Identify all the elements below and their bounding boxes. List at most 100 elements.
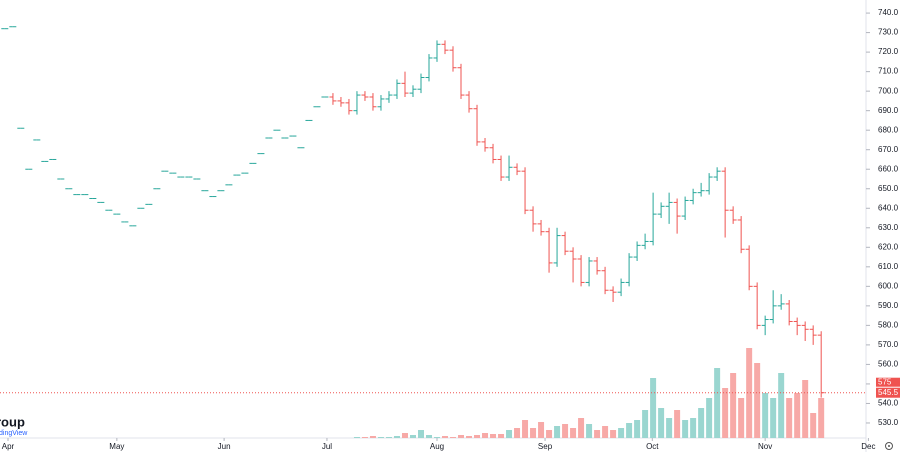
volume-bar bbox=[698, 408, 705, 438]
volume-bar bbox=[610, 430, 617, 438]
y-tick-label: 600.0 bbox=[878, 281, 899, 290]
volume-bar bbox=[417, 430, 424, 438]
x-tick-label: Jun bbox=[218, 442, 231, 451]
y-tick-label: 560.0 bbox=[878, 360, 899, 369]
volume-bar bbox=[722, 388, 729, 438]
x-tick-label: Nov bbox=[758, 442, 772, 451]
watermark-title: roup bbox=[0, 414, 25, 429]
volume-bar bbox=[594, 430, 601, 438]
x-tick-label: Dec bbox=[861, 442, 875, 451]
volume-bar bbox=[626, 423, 633, 438]
volume-bar bbox=[538, 422, 545, 438]
volume-bar bbox=[546, 430, 553, 438]
volume-bar bbox=[794, 393, 801, 438]
y-tick-label: 670.0 bbox=[878, 145, 899, 154]
volume-bar bbox=[786, 398, 793, 438]
y-tick-label: 610.0 bbox=[878, 262, 899, 271]
volume-bar bbox=[650, 378, 657, 438]
volume-bar bbox=[634, 420, 641, 438]
volume-bar bbox=[506, 430, 513, 438]
y-tick-label: 700.0 bbox=[878, 86, 899, 95]
volume-bar bbox=[642, 410, 649, 438]
price-tag: 575 bbox=[878, 377, 892, 386]
settings-icon-ring[interactable] bbox=[885, 442, 893, 450]
volume-bar bbox=[442, 436, 449, 438]
x-tick-label: Apr bbox=[2, 442, 15, 451]
y-tick-label: 590.0 bbox=[878, 301, 899, 310]
y-tick-label: 710.0 bbox=[878, 67, 899, 76]
volume-bar bbox=[482, 433, 489, 438]
volume-bar bbox=[554, 426, 561, 438]
volume-bar bbox=[353, 437, 360, 438]
y-tick-label: 730.0 bbox=[878, 28, 899, 37]
x-tick-label: Jul bbox=[322, 442, 332, 451]
volume-bar bbox=[810, 413, 817, 438]
volume-bar bbox=[586, 424, 593, 438]
x-tick-label: Aug bbox=[430, 442, 444, 451]
watermark-brand: dingView bbox=[0, 430, 28, 437]
y-tick-label: 690.0 bbox=[878, 106, 899, 115]
y-tick-label: 620.0 bbox=[878, 242, 899, 251]
volume-bar bbox=[658, 408, 665, 438]
y-tick-label: 680.0 bbox=[878, 125, 899, 134]
volume-bar bbox=[570, 428, 577, 438]
settings-icon[interactable] bbox=[885, 442, 893, 450]
volume-bar bbox=[618, 428, 625, 438]
volume-bar bbox=[778, 373, 785, 438]
volume-bar bbox=[385, 437, 392, 438]
volume-bar bbox=[818, 398, 825, 438]
x-tick-label: May bbox=[109, 442, 124, 451]
volume-bar bbox=[746, 348, 753, 438]
volume-bar bbox=[514, 428, 521, 438]
volume-bar bbox=[802, 380, 809, 438]
volume-bar bbox=[714, 368, 721, 438]
volume-bar bbox=[706, 398, 713, 438]
volume-bar bbox=[754, 363, 761, 438]
y-tick-label: 640.0 bbox=[878, 203, 899, 212]
volume-bar bbox=[490, 434, 497, 438]
volume-bar bbox=[393, 436, 400, 438]
volume-bar bbox=[770, 398, 777, 438]
settings-icon-dot[interactable] bbox=[888, 445, 890, 447]
volume-bar bbox=[578, 418, 585, 438]
volume-bar bbox=[730, 373, 737, 438]
x-tick-label: Sep bbox=[538, 442, 553, 451]
volume-bar bbox=[450, 437, 457, 438]
y-tick-label: 540.0 bbox=[878, 399, 899, 408]
y-tick-label: 530.0 bbox=[878, 418, 899, 427]
y-tick-label: 570.0 bbox=[878, 340, 899, 349]
volume-bar bbox=[602, 426, 609, 438]
volume-bar bbox=[377, 437, 384, 438]
volume-bar bbox=[361, 437, 368, 438]
volume-bar bbox=[474, 435, 481, 438]
y-tick-label: 740.0 bbox=[878, 8, 899, 17]
volume-bar bbox=[458, 435, 465, 438]
volume-bar bbox=[369, 436, 376, 438]
volume-bar bbox=[562, 424, 569, 438]
y-tick-label: 720.0 bbox=[878, 47, 899, 56]
y-tick-label: 660.0 bbox=[878, 164, 899, 173]
y-tick-label: 630.0 bbox=[878, 223, 899, 232]
last-price-label: 545.5 bbox=[878, 388, 899, 397]
volume-bar bbox=[682, 420, 689, 438]
volume-bar bbox=[466, 436, 473, 438]
y-tick-label: 580.0 bbox=[878, 320, 899, 329]
volume-bar bbox=[409, 435, 416, 438]
volume-bar bbox=[498, 434, 505, 438]
last-price-box bbox=[876, 387, 900, 398]
volume-bar bbox=[738, 398, 745, 438]
volume-bar bbox=[401, 433, 408, 438]
volume-bar bbox=[690, 418, 697, 438]
volume-bar bbox=[434, 437, 441, 438]
volume-bar bbox=[530, 428, 537, 438]
volume-bar bbox=[666, 418, 673, 438]
volume-bar bbox=[522, 420, 529, 438]
volume-bar bbox=[425, 435, 432, 438]
volume-bar bbox=[674, 410, 681, 438]
x-tick-label: Oct bbox=[646, 442, 659, 451]
volume-bar bbox=[762, 393, 769, 438]
y-tick-label: 650.0 bbox=[878, 184, 899, 193]
price-tag-box bbox=[876, 377, 900, 387]
